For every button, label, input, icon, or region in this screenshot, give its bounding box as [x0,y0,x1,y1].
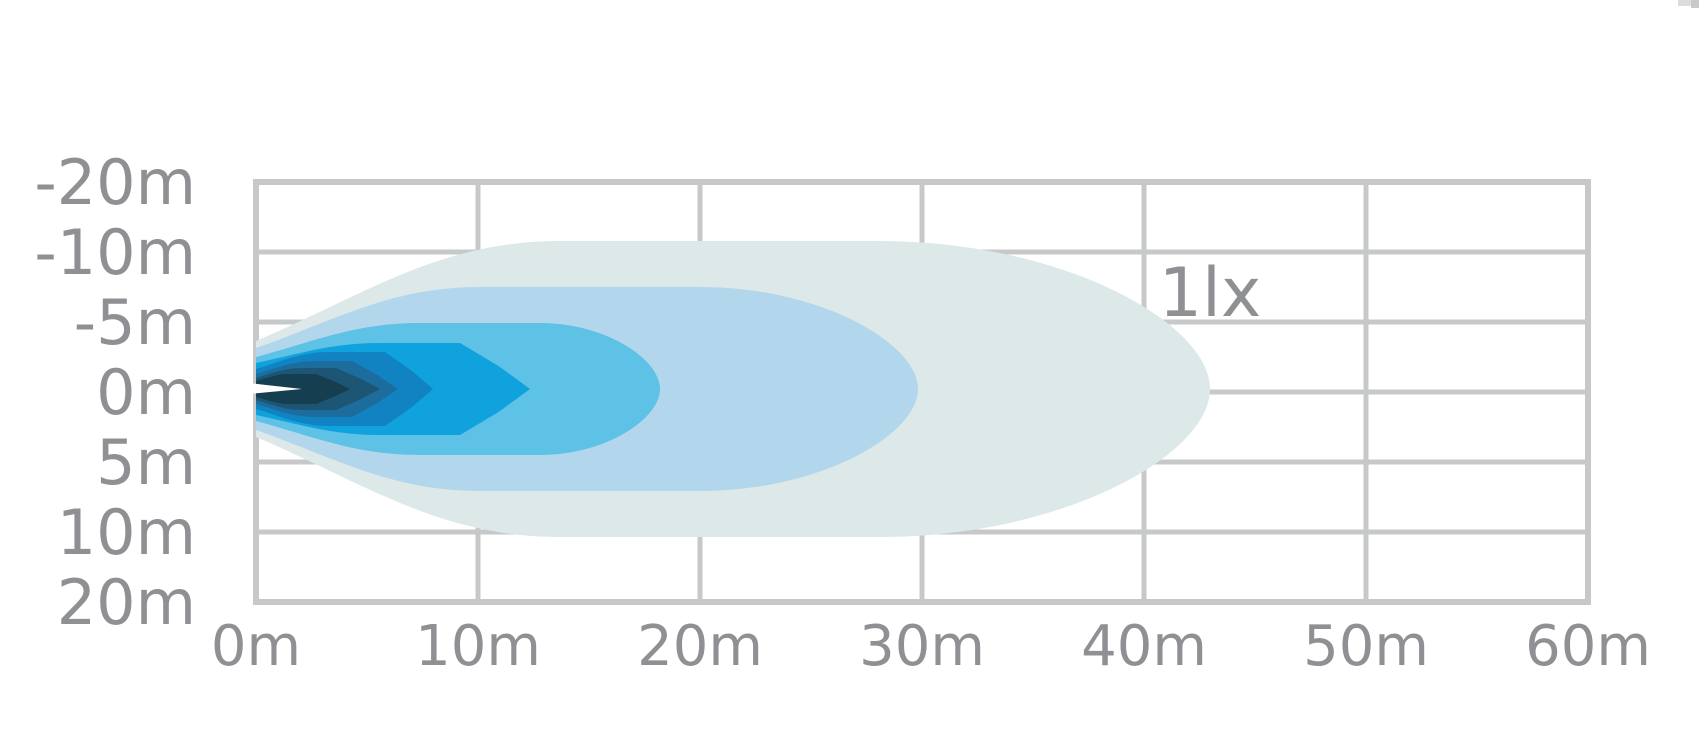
isolux-band-8 [256,374,350,404]
y-tick-label: 0m [96,356,196,429]
y-tick-label: -5m [74,286,196,359]
x-tick-label: 60m [1525,614,1651,679]
y-tick-label: 20m [57,566,196,639]
x-tick-label: 30m [859,614,985,679]
x-tick-label: 0m [211,614,301,679]
beam-origin-needle [248,383,302,394]
x-tick-label: 40m [1081,614,1207,679]
corner-artifact-dark [1691,0,1699,8]
y-tick-label: 10m [57,496,196,569]
isolux-level-annotation: 1lx [1159,254,1261,333]
x-tick-label: 20m [637,614,763,679]
x-tick-label: 50m [1303,614,1429,679]
y-tick-label: -10m [34,216,196,289]
x-tick-label: 10m [415,614,541,679]
y-tick-label: 5m [96,426,196,499]
y-tick-label: -20m [34,146,196,219]
corner-artifact-light [1678,0,1699,6]
